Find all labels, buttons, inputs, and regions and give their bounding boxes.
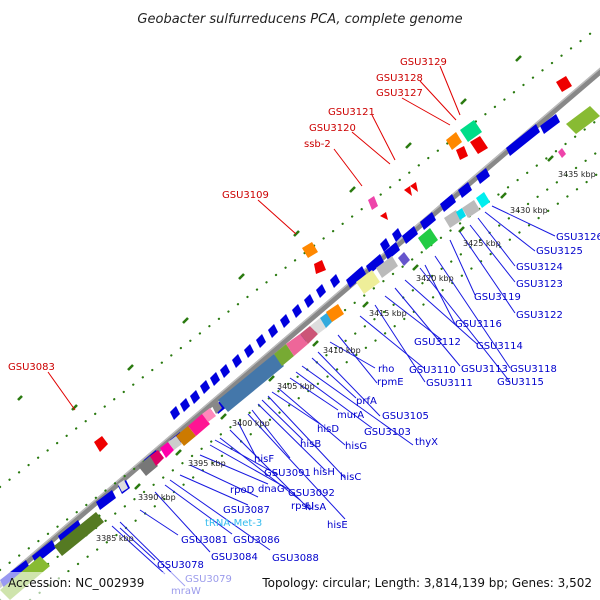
footer-background [0, 572, 600, 600]
reverse-gene-label-gsu3118[interactable]: GSU3118 [510, 364, 557, 375]
scale-tick-label: 3385 kbp [96, 534, 134, 543]
reverse-gene-label-gsu3105[interactable]: GSU3105 [382, 411, 429, 422]
scale-tick-label: 3415 kbp [369, 309, 407, 318]
reverse-gene-label-thyx[interactable]: thyX [415, 437, 438, 448]
forward-gene-label-gsu3127[interactable]: GSU3127 [376, 88, 423, 99]
reverse-gene-label-rpod[interactable]: rpoD [230, 485, 255, 496]
forward-gene-label-gsu3109[interactable]: GSU3109 [222, 190, 269, 201]
reverse-gene-label-gsu3115[interactable]: GSU3115 [497, 377, 544, 388]
reverse-gene-label-gsu3081[interactable]: GSU3081 [181, 535, 228, 546]
leader-lines-reverse [111, 205, 556, 587]
forward-gene-label-gsu3083[interactable]: GSU3083 [8, 362, 55, 373]
reverse-gene-label-rho[interactable]: rho [378, 364, 394, 375]
scale-tick-marks [17, 55, 554, 521]
forward-gene-label-gsu3128[interactable]: GSU3128 [376, 73, 423, 84]
forward-gene-label-ssb-2[interactable]: ssb-2 [304, 139, 331, 150]
reverse-gene-label-hisg[interactable]: hisG [345, 441, 367, 452]
reverse-gene-label-hisf[interactable]: hisF [254, 454, 274, 465]
reverse-gene-label-gsu3111[interactable]: GSU3111 [426, 378, 473, 389]
reverse-gene-label-gsu3113[interactable]: GSU3113 [461, 364, 508, 375]
reverse-gene-label-gsu3091[interactable]: GSU3091 [264, 468, 311, 479]
accession-label: Accession: NC_002939 [8, 576, 144, 590]
forward-gene-label-gsu3121[interactable]: GSU3121 [328, 107, 375, 118]
reverse-gene-label-hisc[interactable]: hisC [340, 472, 361, 483]
gene-gsu3129 [470, 136, 488, 154]
reverse-gene-label-prfa[interactable]: prfA [356, 396, 377, 407]
reverse-gene-label-dnag[interactable]: dnaG [258, 484, 285, 495]
reverse-gene-label-rpsu[interactable]: rpsU [291, 501, 314, 512]
gene-gsu3128 [460, 120, 482, 142]
reverse-gene-label-gsu3122[interactable]: GSU3122 [516, 310, 563, 321]
reverse-gene-label-gsu3110[interactable]: GSU3110 [409, 365, 456, 376]
reverse-gene-label-rpme[interactable]: rpmE [377, 377, 404, 388]
reverse-gene-label-gsu3103[interactable]: GSU3103 [364, 427, 411, 438]
scale-tick-label: 3410 kbp [323, 346, 361, 355]
gene-gsu3121 [404, 186, 412, 196]
reverse-gene-label-hisa[interactable]: hisA [305, 502, 326, 513]
reverse-gene-label-gsu3087[interactable]: GSU3087 [223, 505, 270, 516]
gene-gsu3120 [380, 212, 388, 220]
reverse-gene-label-gsu3112[interactable]: GSU3112 [414, 337, 461, 348]
gene-ssb-2 [368, 196, 378, 210]
scale-tick-label: 3430 kbp [510, 206, 548, 215]
scale-tick-label: 3405 kbp [277, 382, 315, 391]
chart-title: Geobacter sulfurreducens PCA, complete g… [137, 12, 462, 27]
reverse-gene-label-gsu3088[interactable]: GSU3088 [272, 553, 319, 564]
reverse-gene-label-gsu3092[interactable]: GSU3092 [288, 488, 335, 499]
reverse-gene-label-hisb[interactable]: hisB [300, 439, 321, 450]
forward-gene-label-gsu3120[interactable]: GSU3120 [309, 123, 356, 134]
genome-summary-label: Topology: circular; Length: 3,814,139 bp… [261, 576, 592, 590]
leader-lines-forward [47, 65, 461, 411]
reverse-colored-blocks [0, 106, 600, 600]
scale-tick-label: 3425 kbp [463, 239, 501, 248]
gene-gsu3127 [446, 132, 462, 150]
reverse-gene-label-gsu3084[interactable]: GSU3084 [211, 552, 258, 563]
reverse-gene-label-gsu3124[interactable]: GSU3124 [516, 262, 563, 273]
scale-tick-labels: 3385 kbp 3390 kbp 3395 kbp 3400 kbp 3405 kbp… [96, 170, 596, 543]
scale-tick-label: 3420 kbp [416, 274, 454, 283]
reverse-gene-label-gsu3125[interactable]: GSU3125 [536, 246, 583, 257]
reverse-gene-label-trna-met-3[interactable]: tRNA-Met-3 [205, 518, 262, 529]
scale-tick-label: 3435 kbp [558, 170, 596, 179]
reverse-gene-label-gsu3086[interactable]: GSU3086 [233, 535, 280, 546]
reverse-gene-label-gsu3078[interactable]: GSU3078 [157, 560, 204, 571]
reverse-gene-label-hish[interactable]: hisH [313, 467, 335, 478]
reverse-gene-label-hise[interactable]: hisE [327, 520, 348, 531]
reverse-gene-label-gsu3123[interactable]: GSU3123 [516, 279, 563, 290]
scale-tick-label: 3395 kbp [188, 459, 226, 468]
reverse-gene-label-mura[interactable]: murA [337, 410, 364, 421]
scale-tick-label: 3400 kbp [232, 419, 270, 428]
reverse-cds-row-2 [170, 228, 402, 420]
forward-features [94, 76, 572, 452]
gene-gsu3109-marker [314, 260, 326, 274]
reverse-gene-label-gsu3114[interactable]: GSU3114 [476, 341, 523, 352]
reverse-gene-label-gsu3119[interactable]: GSU3119 [474, 292, 521, 303]
reverse-gene-label-gsu3116[interactable]: GSU3116 [455, 319, 502, 330]
gene-gsu3109 [302, 242, 318, 258]
gene-labels: GSU3083 GSU3109 ssb-2 GSU3120 GSU3121GSU3127… [8, 57, 600, 597]
genome-backbone [0, 67, 600, 589]
reading-frame-tracks [0, 28, 600, 600]
gene-gsu3083 [94, 436, 108, 452]
scale-tick-label: 3390 kbp [138, 493, 176, 502]
reverse-gene-label-hisd[interactable]: hisD [317, 424, 339, 435]
forward-gene-label-gsu3129[interactable]: GSU3129 [400, 57, 447, 68]
reverse-gene-label-gsu3126[interactable]: GSU3126 [556, 232, 600, 243]
